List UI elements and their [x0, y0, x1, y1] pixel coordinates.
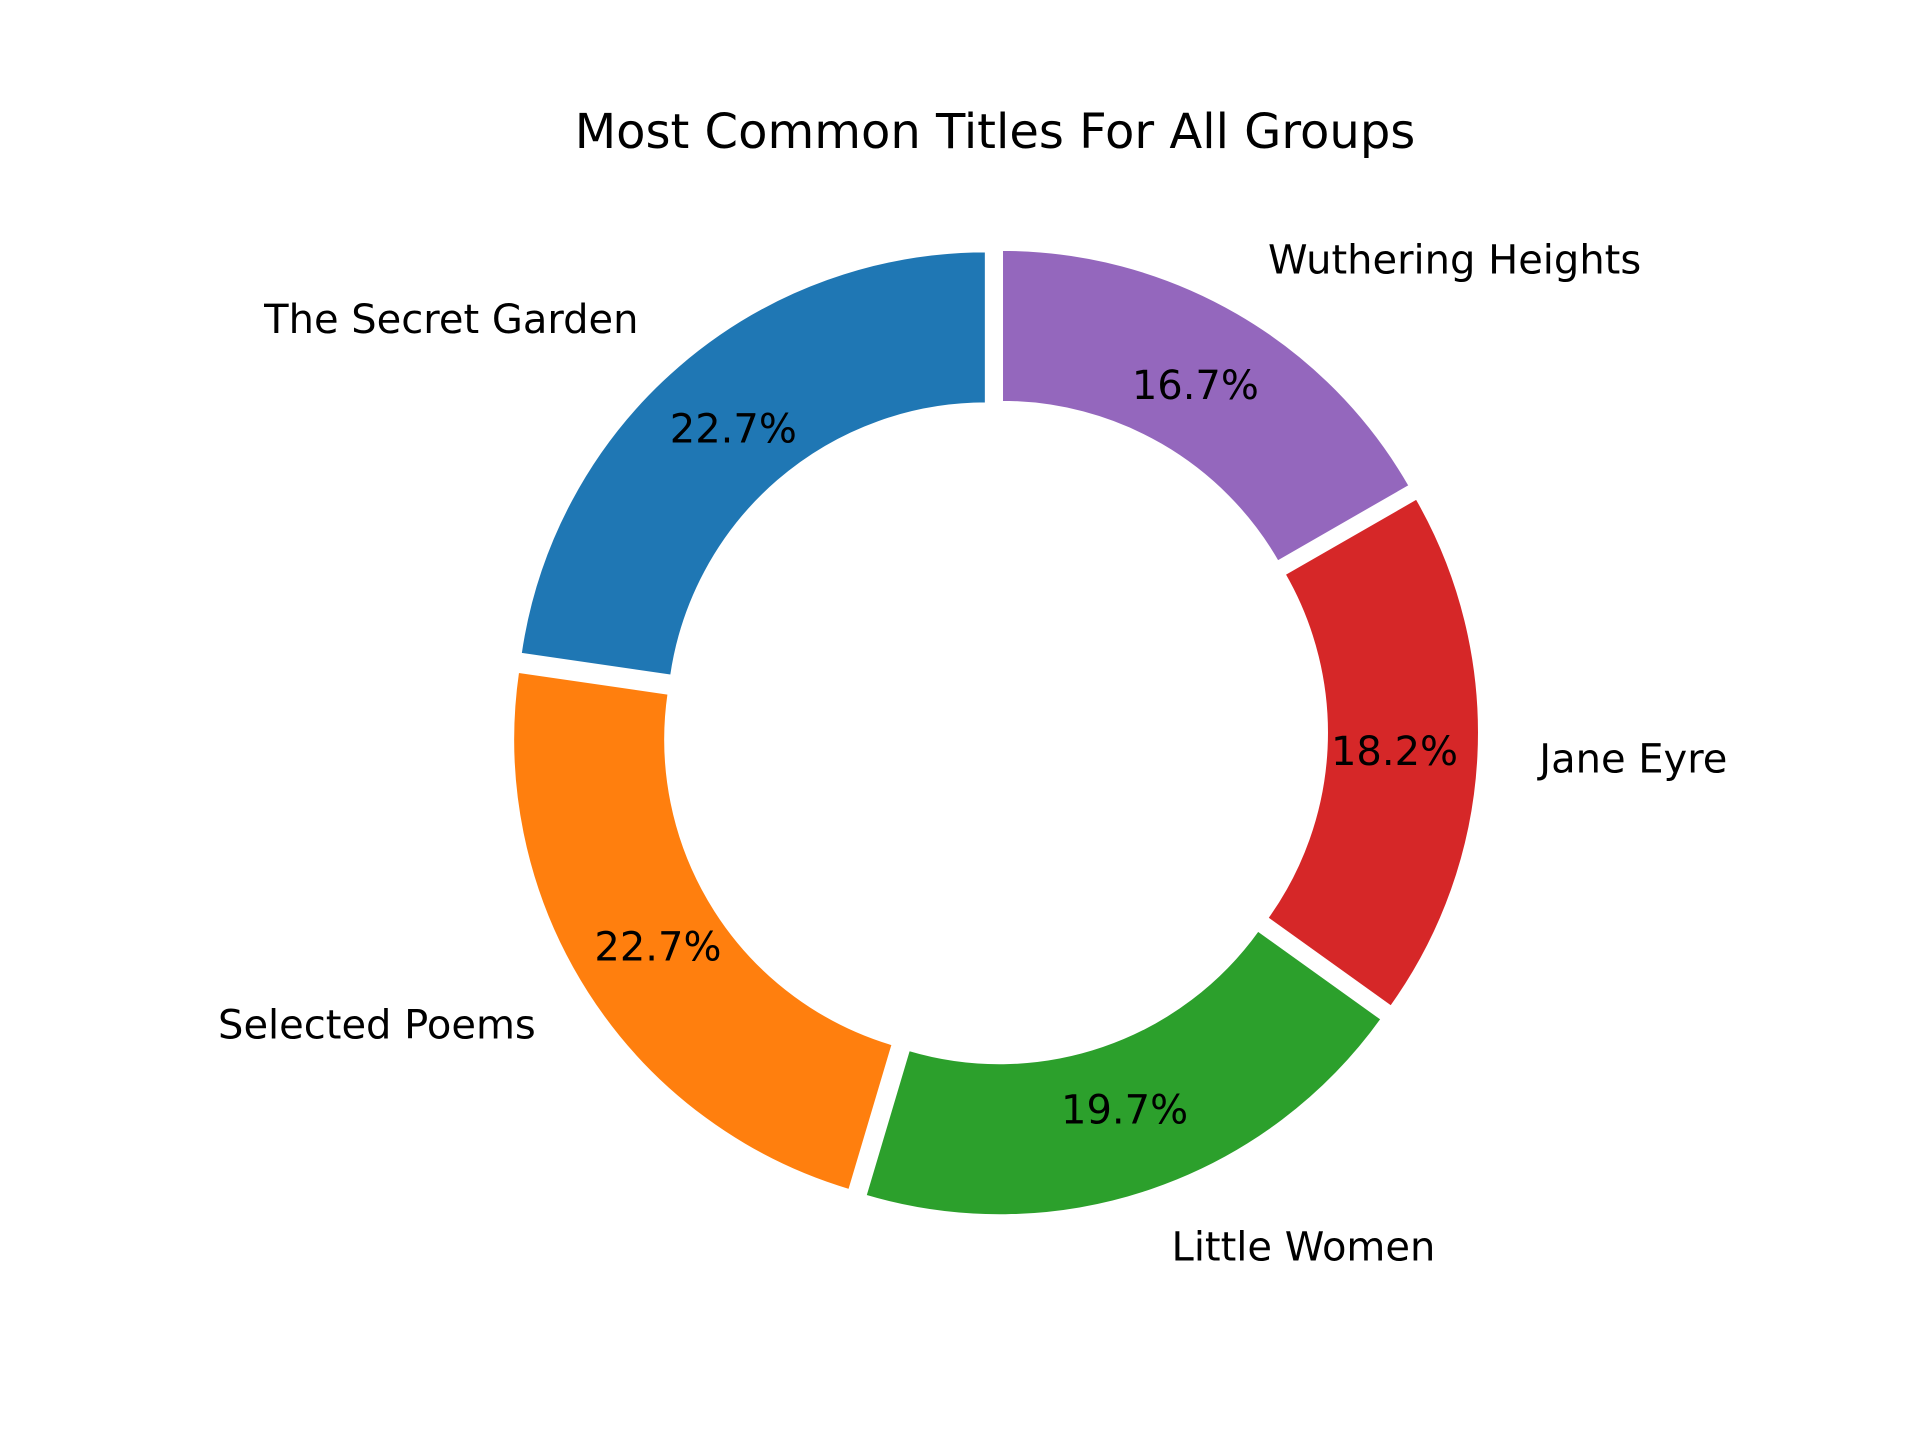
slice-percent-little-women: 19.7%	[1061, 1087, 1188, 1133]
slice-label-jane-eyre: Jane Eyre	[1536, 736, 1727, 782]
labels-group: The Secret Garden Selected Poems Little Wo…	[218, 237, 1727, 1270]
slices-group	[512, 248, 1480, 1217]
slice-jane-eyre	[1266, 497, 1480, 1008]
slice-percent-selected-poems: 22.7%	[594, 924, 721, 970]
slice-label-the-secret-garden: The Secret Garden	[263, 297, 638, 343]
slice-percent-wuthering-heights: 16.7%	[1132, 363, 1259, 409]
slice-the-secret-garden	[519, 250, 987, 677]
slice-percent-the-secret-garden: 22.7%	[670, 406, 797, 452]
chart-title: Most Common Titles For All Groups	[575, 104, 1416, 160]
slice-label-wuthering-heights: Wuthering Heights	[1268, 237, 1641, 283]
percent-labels-group: 22.7% 22.7% 19.7% 18.2% 16.7%	[594, 363, 1458, 1134]
slice-selected-poems	[512, 670, 894, 1192]
slice-wuthering-heights	[1001, 248, 1411, 563]
slice-label-selected-poems: Selected Poems	[218, 1002, 536, 1048]
slice-percent-jane-eyre: 18.2%	[1331, 729, 1458, 775]
slice-label-little-women: Little Women	[1172, 1225, 1436, 1271]
slice-little-women	[864, 929, 1383, 1217]
